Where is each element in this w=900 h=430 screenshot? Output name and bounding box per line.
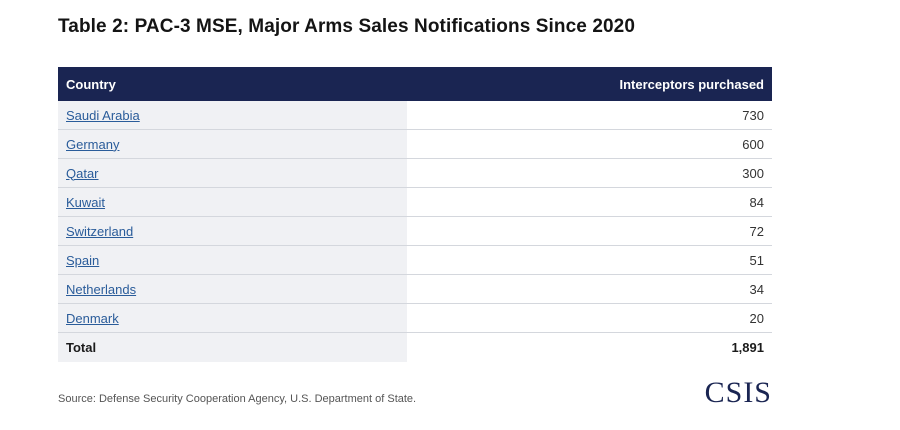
total-row: Total 1,891 [58,332,772,362]
interceptor-count: 84 [407,187,772,217]
table-row: Netherlands 34 [58,274,772,304]
table-row: Germany 600 [58,129,772,159]
country-link[interactable]: Denmark [66,310,119,326]
interceptors-table: Country Interceptors purchased Saudi Ara… [58,67,772,362]
table-row: Kuwait 84 [58,187,772,217]
country-link[interactable]: Spain [66,252,100,268]
interceptor-count: 20 [407,303,772,333]
country-link[interactable]: Saudi Arabia [66,107,140,123]
source-note: Source: Defense Security Cooperation Age… [58,393,417,405]
header-country: Country [58,67,407,101]
table-row: Saudi Arabia 730 [58,101,772,130]
country-link[interactable]: Switzerland [66,223,134,239]
csis-logo: CSIS [704,376,772,409]
country-link[interactable]: Germany [66,136,120,152]
table-row: Spain 51 [58,245,772,275]
table-title: Table 2: PAC-3 MSE, Major Arms Sales Not… [58,16,635,37]
table-header-row: Country Interceptors purchased [58,67,772,101]
interceptor-count: 730 [407,101,772,130]
country-link[interactable]: Qatar [66,165,99,181]
total-label: Total [58,332,407,362]
interceptor-count: 34 [407,274,772,304]
table-row: Switzerland 72 [58,216,772,246]
total-value: 1,891 [407,332,772,362]
interceptor-count: 600 [407,129,772,159]
country-link[interactable]: Kuwait [66,194,106,210]
country-link[interactable]: Netherlands [66,281,137,297]
interceptor-count: 72 [407,216,772,246]
interceptor-count: 300 [407,158,772,188]
table-row: Qatar 300 [58,158,772,188]
interceptor-count: 51 [407,245,772,275]
header-interceptors-purchased: Interceptors purchased [407,67,772,101]
table-row: Denmark 20 [58,303,772,333]
